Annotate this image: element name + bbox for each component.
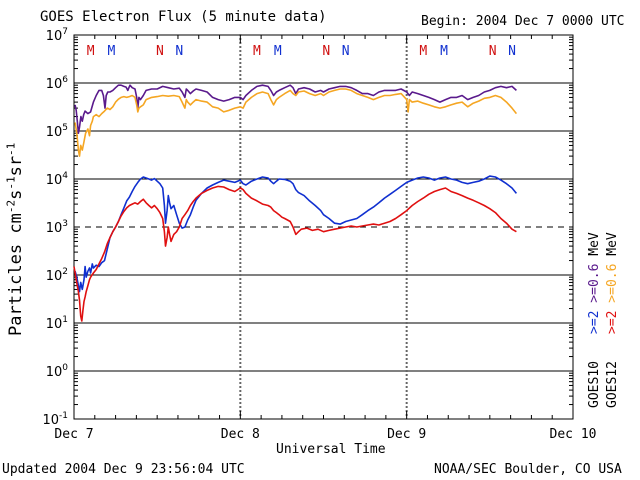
y-tick-label: 101	[46, 315, 68, 332]
y-tick-label: 103	[46, 219, 68, 236]
marker-n: N	[342, 44, 350, 59]
marker-n: N	[508, 44, 516, 59]
y-axis-label: Particles cm-2s-1sr-1	[4, 142, 26, 336]
series-line	[74, 84, 517, 134]
goes12-energy-label: >=2 >=0.6 MeV	[605, 232, 620, 334]
mev-unit-label: MeV	[587, 232, 602, 256]
y-tick-label: 105	[46, 123, 68, 140]
y-tick-label: 102	[46, 267, 68, 284]
marker-n: N	[156, 44, 164, 59]
y-tick-label: 107	[46, 27, 68, 44]
marker-m: M	[274, 44, 282, 59]
mev-unit-label-2: MeV	[605, 232, 620, 256]
y-tick-label: 100	[46, 363, 69, 380]
x-axis-title: Universal Time	[276, 442, 386, 457]
goes10-label: GOES10	[587, 361, 602, 408]
x-tick-label: Dec 8	[221, 427, 260, 442]
x-tick-label: Dec 10	[550, 427, 597, 442]
x-tick-label: Dec 7	[54, 427, 93, 442]
goes10-06mev-label: >=0.6	[587, 263, 602, 303]
chart-title: GOES Electron Flux (5 minute data)	[40, 9, 327, 25]
goes12-2mev-label: >=2	[605, 310, 620, 334]
goes10-2mev-label: >=2	[587, 310, 602, 334]
credit-label: NOAA/SEC Boulder, CO USA	[434, 462, 622, 477]
marker-m: M	[440, 44, 448, 59]
marker-m: M	[253, 44, 261, 59]
marker-m: M	[87, 44, 95, 59]
y-tick-label: 10-1	[42, 411, 68, 428]
goes10-energy-label: >=2 >=0.6 MeV	[587, 232, 602, 334]
marker-m: M	[419, 44, 427, 59]
series-line	[73, 185, 517, 322]
goes12-06mev-label: >=0.6	[605, 263, 620, 303]
marker-n: N	[322, 44, 330, 59]
marker-m: M	[108, 44, 116, 59]
begin-time-label: Begin: 2004 Dec 7 0000 UTC	[421, 14, 625, 29]
y-tick-label: 106	[46, 75, 69, 92]
y-axis-label-text: Particles cm-2s-1sr-1	[4, 142, 26, 336]
goes12-label: GOES12	[605, 361, 620, 408]
x-tick-label: Dec 9	[387, 427, 426, 442]
updated-timestamp: Updated 2004 Dec 9 23:56:04 UTC	[2, 462, 245, 477]
y-tick-label: 104	[46, 171, 69, 188]
marker-n: N	[175, 44, 183, 59]
marker-n: N	[489, 44, 497, 59]
series-line	[74, 88, 518, 157]
